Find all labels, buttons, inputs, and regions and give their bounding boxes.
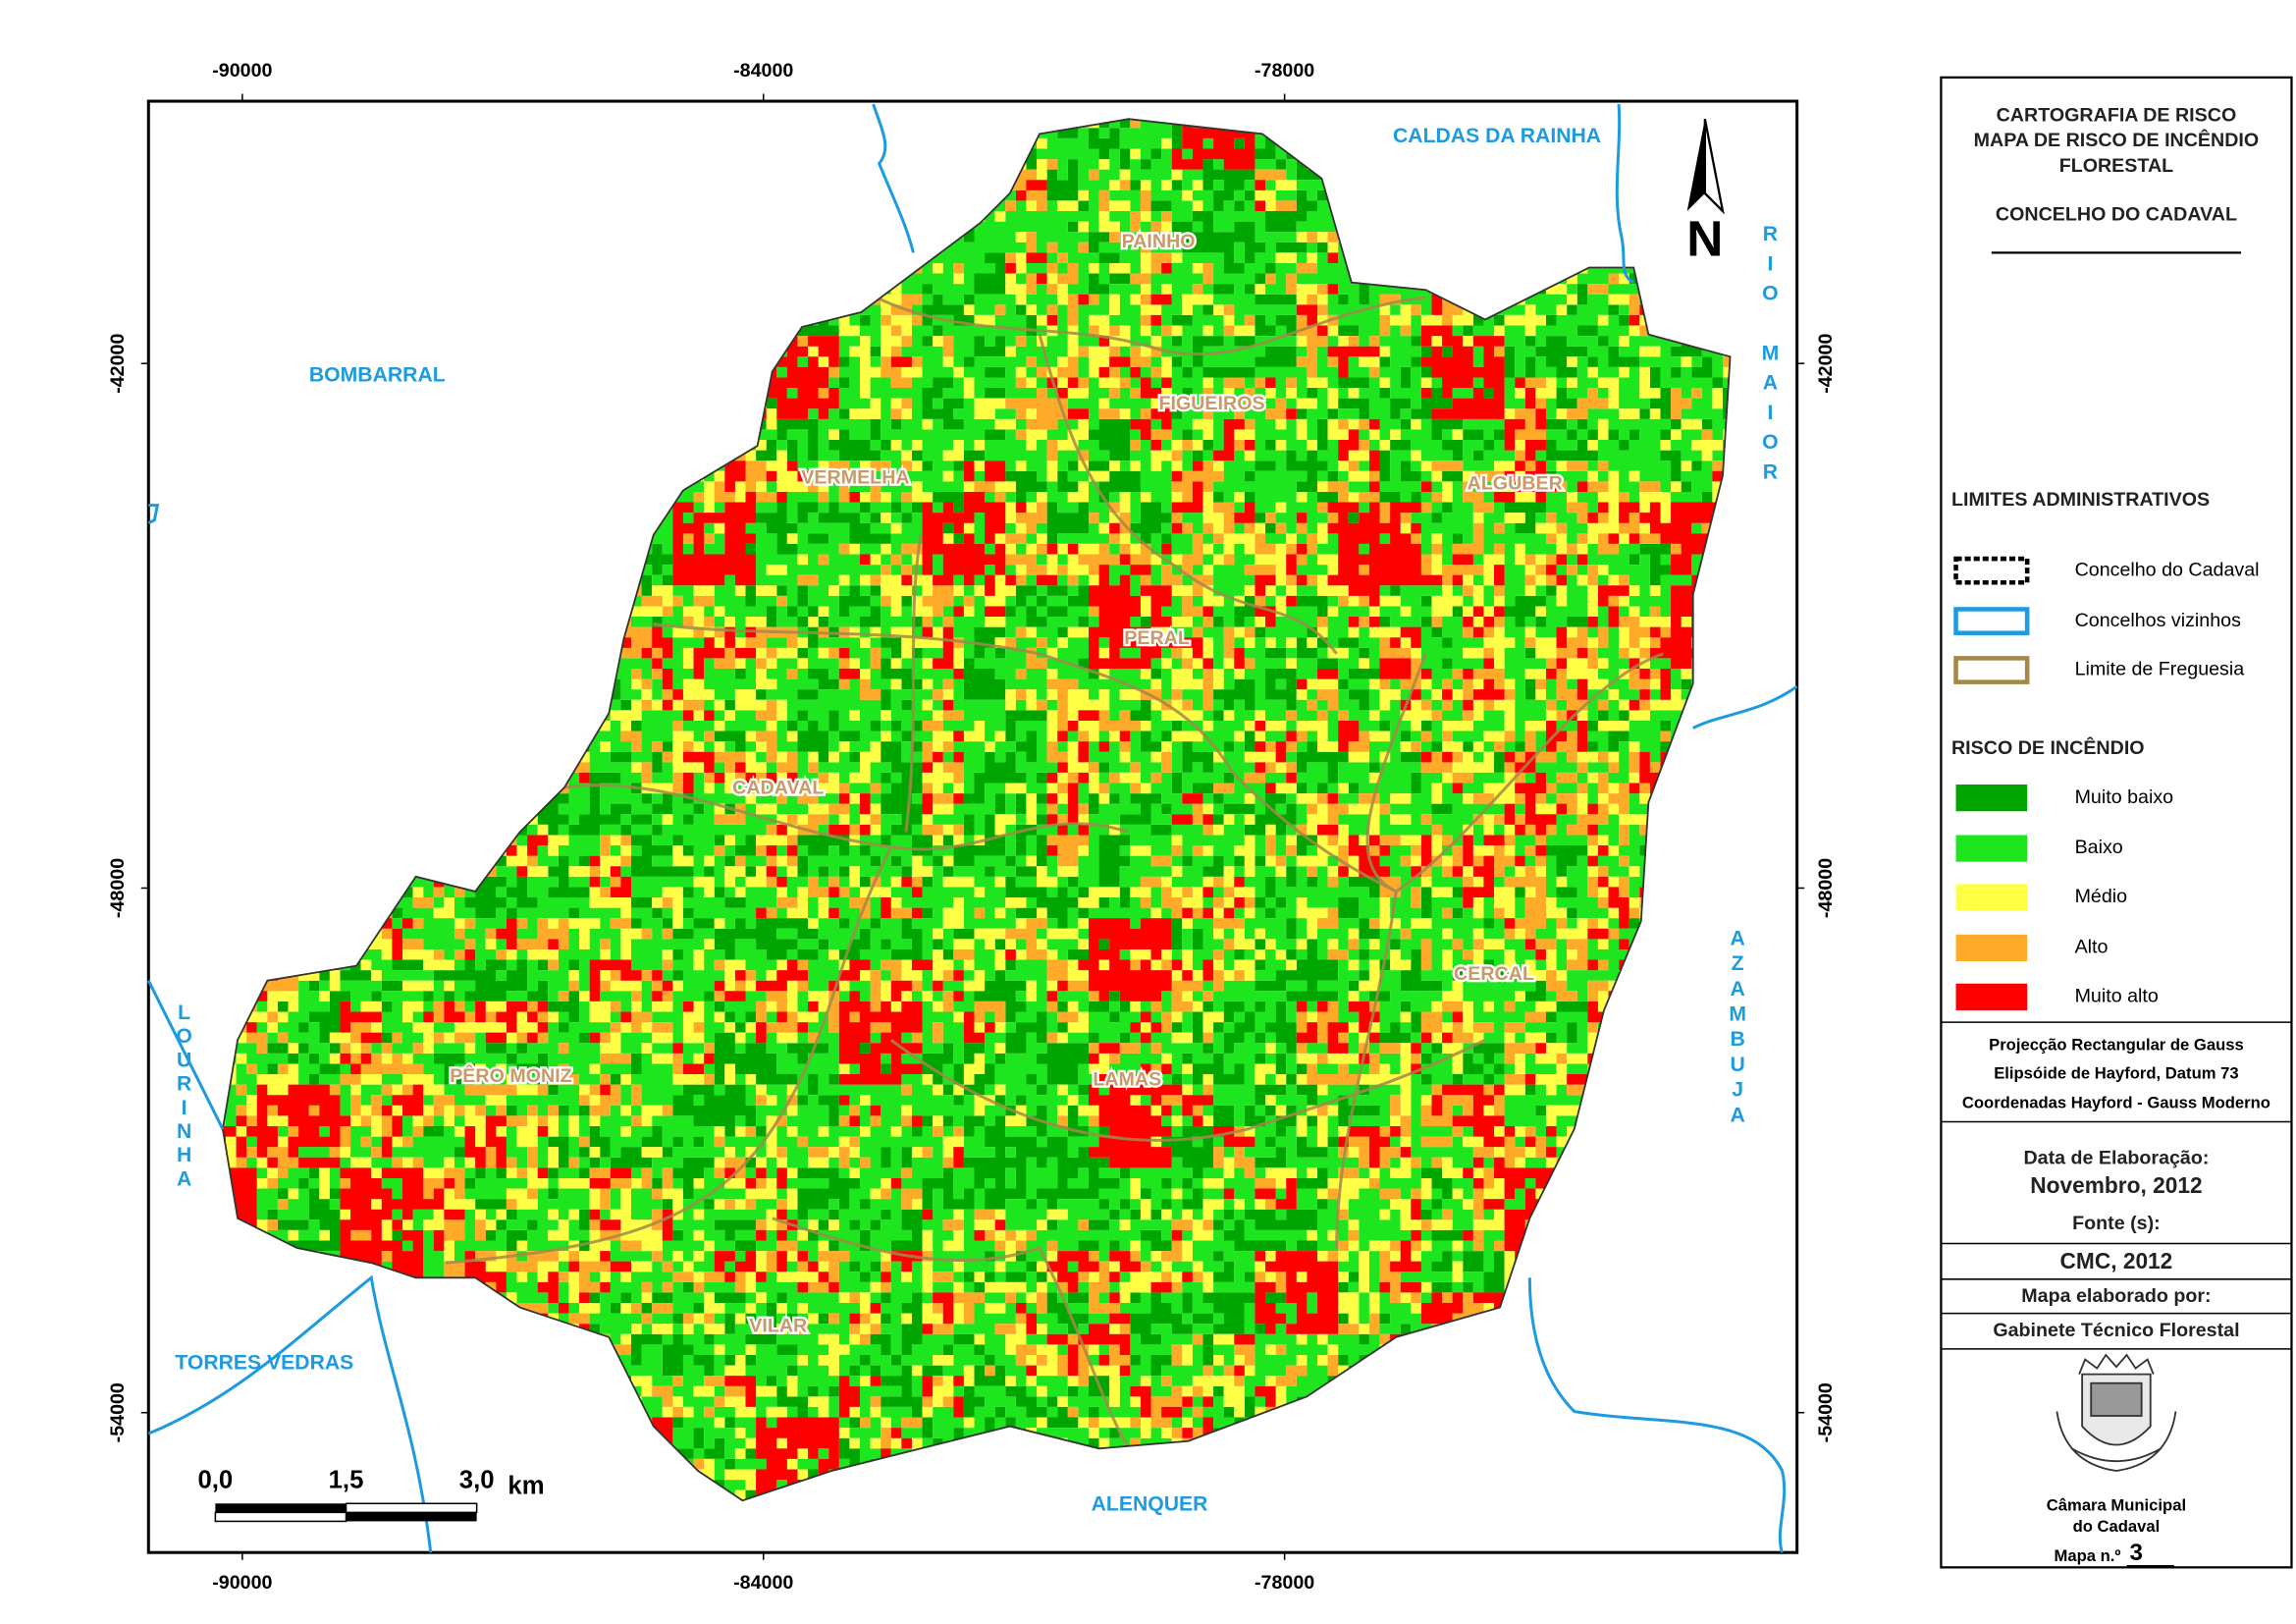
parish-label: PAINHO [1122, 231, 1196, 252]
panel-title: CARTOGRAFIA DE RISCO [1997, 104, 2237, 126]
legend-swatch [1955, 785, 2028, 812]
author: Gabinete Técnico Florestal [1993, 1320, 2239, 1341]
source-label: Fonte (s): [2072, 1213, 2161, 1234]
info-panel: CARTOGRAFIA DE RISCO MAPA DE RISCO DE IN… [1940, 76, 2293, 1569]
parish-boundaries [445, 296, 1664, 1450]
north-label: N [1686, 209, 1723, 266]
date-label: Data de Elaboração: [2023, 1147, 2209, 1168]
coordinate-ticks: -90000 -90000 -84000 -84000 -78000 -78000 -420… [107, 60, 1837, 1594]
legend-label: Limite de Freguesia [2075, 659, 2245, 680]
parish-label: PÊRO MONIZ [450, 1063, 572, 1087]
scale-unit: km [507, 1472, 544, 1499]
institution: do Cadaval [2073, 1517, 2161, 1536]
panel-subtitle: CONCELHO DO CADAVAL [1996, 204, 2237, 226]
map-number-label: Mapa n.º [2055, 1546, 2121, 1565]
panel-title: MAPA DE RISCO DE INCÊNDIO [1974, 128, 2260, 151]
y-tick-label: -48000 [107, 858, 129, 918]
scale-label: 0,0 [198, 1466, 234, 1493]
y-tick-label: -42000 [107, 334, 129, 394]
legend-heading: LIMITES ADMINISTRATIVOS [1951, 489, 2210, 511]
projection-text: Coordenadas Hayford - Gauss Moderno [1962, 1094, 2270, 1112]
parish-label: LAMAS [1093, 1068, 1161, 1090]
institution: Câmara Municipal [2047, 1496, 2186, 1515]
parish-label: VILAR [749, 1315, 807, 1336]
neighbor-label: CALDAS DA RAINHA [1393, 125, 1601, 147]
panel-title: FLORESTAL [2059, 155, 2173, 177]
legend-swatch [1955, 934, 2028, 962]
map-number: 3 [2130, 1540, 2143, 1566]
risk-legend: Muito baixo Baixo Médio Alto Muito alto [1955, 785, 2174, 1010]
legend-label: Concelho do Cadaval [2075, 559, 2260, 580]
source: CMC, 2012 [2060, 1248, 2173, 1273]
author-label: Mapa elaborado por: [2021, 1285, 2211, 1307]
x-tick-label: -84000 [733, 60, 793, 81]
parish-label: ALGUBER [1468, 473, 1563, 495]
risk-class-area [222, 119, 1731, 1501]
neighbor-boundaries [146, 103, 1798, 1553]
projection-text: Projecção Rectangular de Gauss [1989, 1036, 2244, 1055]
legend-heading: RISCO DE INCÊNDIO [1951, 735, 2145, 759]
legend-label: Alto [2075, 937, 2109, 958]
x-tick-label: -90000 [212, 1572, 272, 1594]
legend-label: Médio [2075, 886, 2128, 907]
parish-label: PERAL [1124, 627, 1190, 649]
date: Novembro, 2012 [2030, 1172, 2202, 1198]
x-tick-label: -84000 [733, 1572, 793, 1594]
legend-label: Muito baixo [2075, 786, 2174, 808]
scale-label: 3,0 [459, 1466, 495, 1493]
neighbor-label: TORRES VEDRAS [175, 1352, 353, 1375]
parish-label: CADAVAL [732, 778, 824, 799]
x-tick-label: -90000 [212, 60, 272, 81]
y-tick-label: -48000 [1815, 858, 1837, 918]
municipality-boundary [222, 118, 1732, 1502]
parish-label: FIGUEIROS [1158, 393, 1264, 414]
parish-label: CERCAL [1454, 963, 1534, 985]
north-arrow: N [1686, 118, 1725, 266]
neighbor-label: BOMBARRAL [309, 364, 446, 387]
neighbor-label: ALENQUER [1092, 1492, 1208, 1515]
municipal-emblem [2056, 1353, 2177, 1472]
legend-label: Baixo [2075, 837, 2123, 858]
risk-class-area [222, 119, 1731, 1501]
risk-class-area [222, 119, 1731, 1501]
x-tick-label: -78000 [1255, 60, 1314, 81]
parish-label: VERMELHA [801, 467, 909, 489]
y-tick-label: -54000 [1815, 1382, 1837, 1442]
x-tick-label: -78000 [1255, 1572, 1314, 1594]
risk-class-area [222, 119, 1731, 1501]
y-tick-label: -54000 [107, 1382, 129, 1442]
projection-text: Elipsóide de Hayford, Datum 73 [1994, 1063, 2238, 1082]
legend-label: Concelhos vizinhos [2075, 610, 2242, 631]
scale-bar: 0,0 1,5 3,0 km [198, 1466, 545, 1523]
legend-swatch [1955, 884, 2028, 911]
scale-label: 1,5 [329, 1466, 364, 1493]
y-tick-label: -42000 [1815, 334, 1837, 394]
legend-swatch [1955, 835, 2028, 862]
legend-swatch [1955, 983, 2028, 1010]
legend-label: Muito alto [2075, 986, 2159, 1007]
